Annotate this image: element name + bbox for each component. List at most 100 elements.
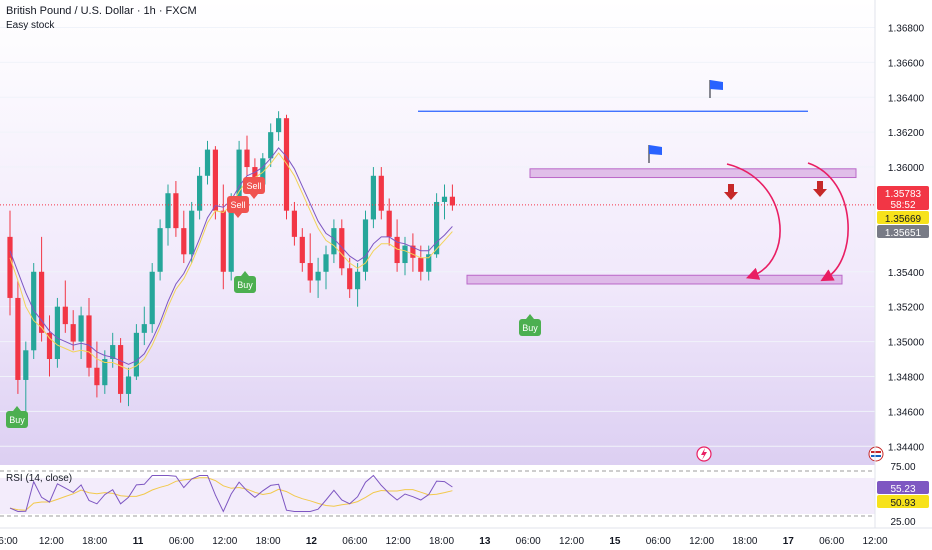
- price-tick: 1.35400: [888, 268, 925, 279]
- time-tick: 06:00: [169, 536, 194, 547]
- signal-badge-bg: [234, 276, 256, 293]
- signal-buy-badge[interactable]: Buy: [234, 271, 256, 293]
- zones: [466, 168, 857, 285]
- time-tick: 06:00: [342, 536, 367, 547]
- projection-arrow-1: [726, 163, 781, 280]
- price-tick: 1.36400: [888, 93, 925, 104]
- signal-text: Buy: [237, 280, 253, 290]
- candle-body: [252, 167, 258, 185]
- time-axis[interactable]: 6:00 12:00 18:00 11 06:00 12:00 18:00 12 06:00 12…: [0, 536, 888, 547]
- lightning-bolt-icon: [701, 448, 707, 460]
- candle-body: [197, 175, 203, 211]
- price-tick: 1.36600: [888, 58, 925, 69]
- candle-body: [347, 268, 353, 290]
- time-tick: 18:00: [82, 536, 107, 547]
- candle-body: [149, 271, 155, 325]
- signal-buy-badge[interactable]: Buy: [519, 314, 541, 336]
- time-tick: 12:00: [39, 536, 64, 547]
- candle-body: [70, 324, 76, 342]
- candle-body: [39, 271, 45, 333]
- time-tick: 12:00: [689, 536, 714, 547]
- signal-pointer: [234, 213, 242, 218]
- time-tick: 12:00: [212, 536, 237, 547]
- region-flag-icon: [868, 446, 884, 462]
- rsi-ma-value-label-text: 50.93: [890, 498, 915, 509]
- down-arrow-2: [813, 181, 827, 197]
- candle-body: [362, 219, 369, 272]
- candle-body: [386, 210, 392, 237]
- price-tick: 1.35000: [888, 338, 925, 349]
- time-tick: 18:00: [256, 536, 281, 547]
- candle-body: [62, 306, 68, 325]
- candle-body: [434, 201, 440, 255]
- candle-body: [125, 376, 132, 394]
- region-flag-stripe: [871, 455, 881, 457]
- candle-body: [370, 175, 376, 220]
- price-tick: 1.34600: [888, 407, 925, 418]
- upper-zone: [529, 168, 857, 179]
- rsi-axis-top: 75.00: [890, 462, 915, 473]
- signal-sell-badge[interactable]: Sell: [227, 196, 249, 218]
- signal-text: Buy: [522, 323, 538, 333]
- down-arrow-1: [724, 184, 738, 200]
- candle-body: [141, 324, 147, 333]
- candle-body: [307, 263, 313, 281]
- signal-sell-badge[interactable]: Sell: [243, 177, 265, 199]
- time-tick: 18:00: [732, 536, 757, 547]
- time-tick: 12:00: [386, 536, 411, 547]
- candle-body: [181, 228, 187, 255]
- candle-body: [291, 210, 297, 237]
- signal-pointer: [241, 271, 249, 276]
- candle-body: [204, 149, 211, 176]
- current-price-label-text: 1.35783: [885, 189, 922, 200]
- candle-body: [212, 149, 218, 211]
- time-tick: 11: [133, 536, 144, 547]
- time-tick: 12: [306, 536, 318, 547]
- candle-body: [418, 257, 424, 272]
- price-tick: 1.34400: [888, 442, 925, 453]
- current-price-label-bg: [877, 186, 929, 210]
- candle-body: [402, 245, 408, 264]
- candle-body: [189, 210, 195, 255]
- signal-pointer: [250, 194, 258, 199]
- indicator-name: Easy stock: [6, 20, 55, 31]
- signal-badge-bg: [6, 411, 28, 428]
- candle-body: [441, 196, 448, 202]
- rsi-line: [9, 474, 453, 513]
- candle-body: [276, 118, 282, 133]
- grid: [0, 26, 875, 447]
- signal-badge-bg: [519, 319, 541, 336]
- time-tick: 06:00: [646, 536, 671, 547]
- candle-body: [426, 254, 432, 272]
- candle-body: [228, 201, 234, 272]
- region-flag-stripe: [871, 451, 881, 453]
- candle-body: [102, 359, 108, 386]
- time-tick: 17: [783, 536, 795, 547]
- candle-body: [157, 228, 163, 272]
- gray-ma-label-bg: [877, 225, 929, 238]
- yellow-ma-label-text: 1.35669: [885, 214, 922, 225]
- symbol-title: British Pound / U.S. Dollar · 1h · FXCM: [6, 5, 197, 17]
- time-tick: 06:00: [819, 536, 844, 547]
- signal-badge-bg: [243, 177, 265, 194]
- signal-buy-badge[interactable]: Buy: [6, 406, 28, 428]
- time-tick: 13: [479, 536, 491, 547]
- rsi-label: RSI (14, close): [6, 473, 73, 484]
- candle-body: [268, 132, 274, 159]
- candles: [7, 111, 455, 412]
- candle-body: [78, 315, 84, 342]
- time-tick: 12:00: [559, 536, 584, 547]
- candle-body: [236, 149, 242, 202]
- rsi-lines: [9, 474, 453, 513]
- rsi-ma-value-label-bg: [877, 495, 929, 508]
- candle-body: [31, 271, 37, 351]
- signal-pointer: [526, 314, 534, 319]
- candle-body: [410, 245, 416, 258]
- candle-body: [165, 193, 171, 229]
- price-tick: 1.34800: [888, 372, 925, 383]
- price-tick: 1.36000: [888, 163, 925, 174]
